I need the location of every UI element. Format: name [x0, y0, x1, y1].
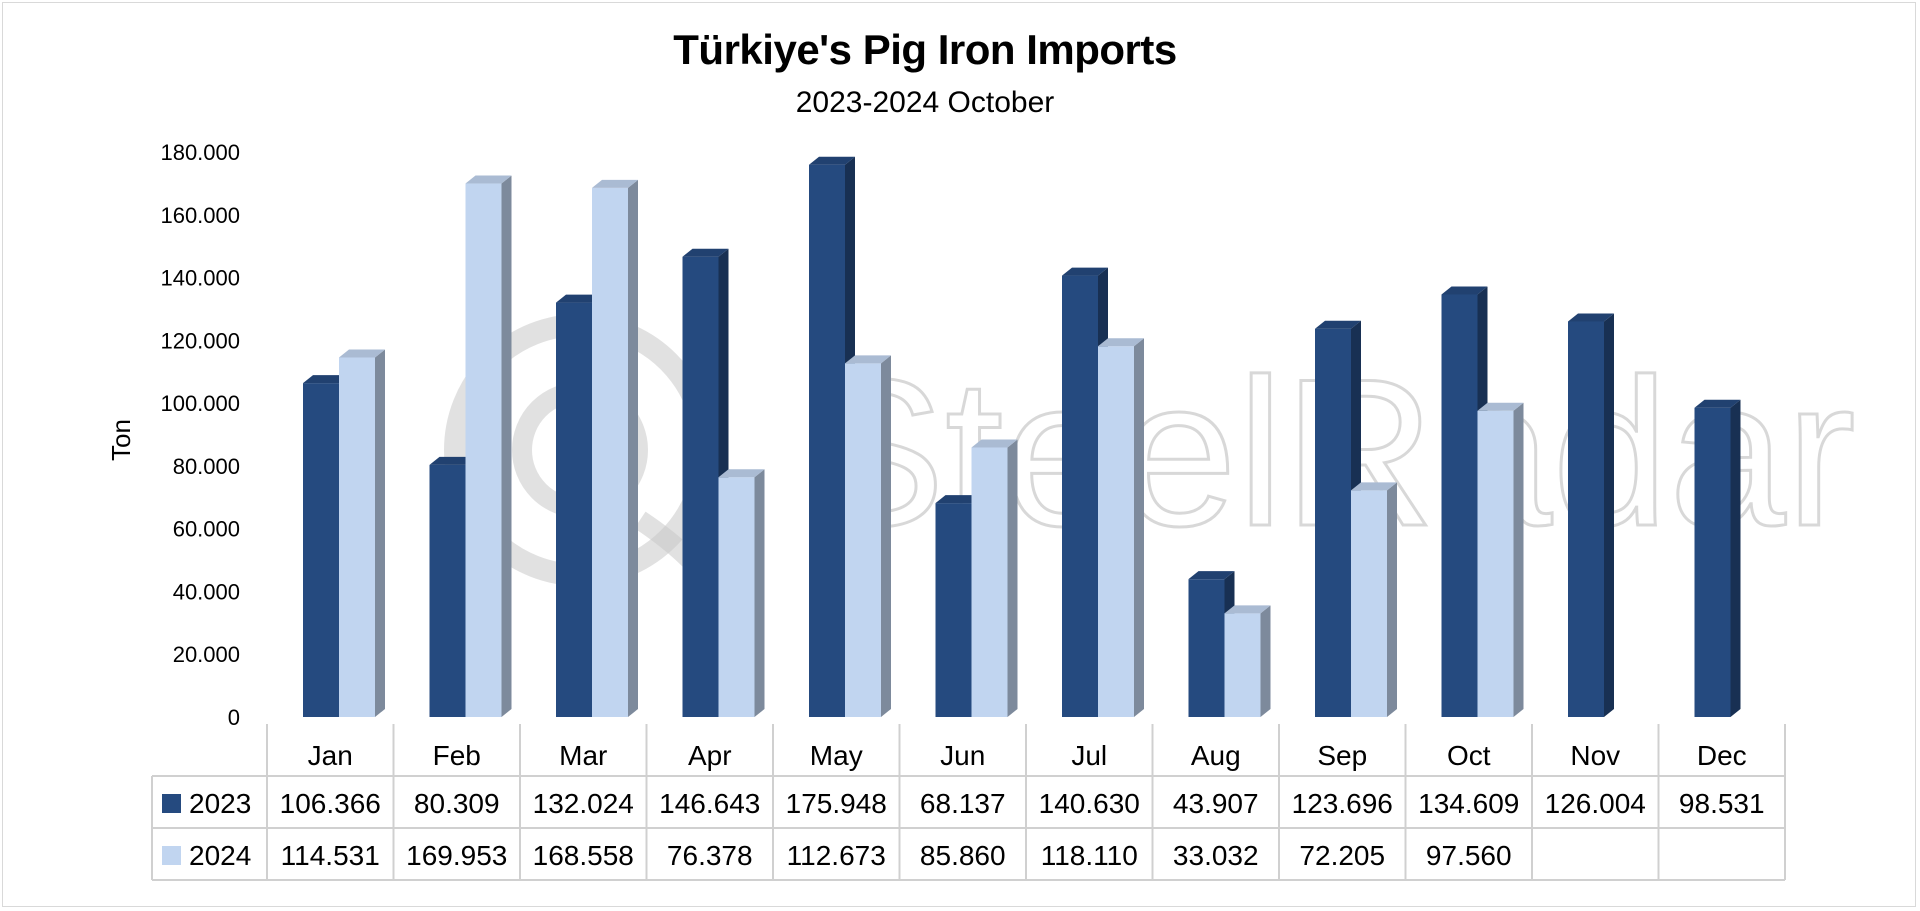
data-label-2023-nov: 126.004 [1545, 788, 1646, 819]
data-label-2024-jun: 85.860 [920, 840, 1006, 871]
watermark-logo: SteelRadar [444, 314, 1857, 605]
x-tick-label-aug: Aug [1191, 740, 1241, 771]
data-label-2023-dec: 98.531 [1679, 788, 1765, 819]
data-label-2024-jul: 118.110 [1041, 840, 1138, 871]
bar-2024-jul [1098, 338, 1144, 717]
x-tick-label-sep: Sep [1317, 740, 1367, 771]
x-tick-label-jun: Jun [940, 740, 985, 771]
x-tick-label-jul: Jul [1071, 740, 1107, 771]
bar-2024-feb [465, 175, 512, 717]
y-tick-label: 40.000 [173, 579, 240, 604]
data-label-2023-jul: 140.630 [1039, 788, 1140, 819]
y-tick-label: 80.000 [173, 454, 240, 479]
y-tick-label: 100.000 [160, 391, 240, 416]
data-label-2023-apr: 146.643 [659, 788, 760, 819]
bar-2024-jun [971, 439, 1018, 717]
data-label-2023-jun: 68.137 [920, 788, 1006, 819]
y-tick-label: 180.000 [160, 140, 240, 165]
data-label-2023-mar: 132.024 [533, 788, 634, 819]
legend-swatch-2023 [162, 794, 181, 813]
bar-2024-aug [1224, 605, 1271, 717]
bar-2024-sep [1351, 482, 1397, 717]
data-label-2023-aug: 43.907 [1173, 788, 1259, 819]
data-label-2024-sep: 72.205 [1299, 840, 1385, 871]
data-label-2024-apr: 76.378 [667, 840, 753, 871]
bar-2023-dec [1694, 399, 1741, 717]
y-tick-label: 20.000 [173, 642, 240, 667]
y-axis-label: Ton [106, 419, 136, 461]
data-label-2023-feb: 80.309 [414, 788, 500, 819]
data-label-2024-jan: 114.531 [281, 840, 380, 871]
y-axis: 0 20.000 40.000 60.000 80.000 100.000 120.000 1… [160, 140, 240, 730]
bar-2024-apr [718, 469, 765, 717]
chart-title: Türkiye's Pig Iron Imports [673, 26, 1177, 73]
legend-swatch-2024 [162, 846, 181, 865]
data-label-2024-feb: 169.953 [406, 840, 507, 871]
bars-layer [303, 156, 1741, 718]
x-tick-label-oct: Oct [1447, 740, 1491, 771]
y-tick-label: 160.000 [160, 203, 240, 228]
bar-2024-may [845, 355, 891, 717]
data-label-2024-oct: 97.560 [1426, 840, 1512, 871]
chart-subtitle: 2023-2024 October [795, 86, 1055, 119]
data-label-2024-may: 112.673 [787, 840, 886, 871]
bar-2024-oct [1477, 402, 1524, 717]
y-tick-label: 60.000 [173, 517, 240, 542]
y-tick-label: 120.000 [160, 328, 240, 353]
data-label-2023-oct: 134.609 [1418, 788, 1519, 819]
x-tick-label-may: May [810, 740, 863, 771]
x-tick-label-dec: Dec [1697, 740, 1747, 771]
bar-2023-oct [1441, 286, 1488, 717]
legend-label-2023: 2023 [189, 788, 251, 819]
y-tick-label: 140.000 [160, 266, 240, 291]
legend-label-2024: 2024 [189, 840, 251, 871]
y-tick-label: 0 [228, 705, 240, 730]
x-tick-label-feb: Feb [433, 740, 481, 771]
bar-2024-mar [592, 179, 638, 717]
x-tick-label-apr: Apr [688, 740, 732, 771]
data-table: Jan Feb Mar Apr May Jun Jul Aug Sep Oct Nov Dec 2023… [151, 724, 1786, 881]
data-label-2023-jan: 106.366 [280, 788, 381, 819]
x-tick-label-jan: Jan [308, 740, 353, 771]
data-label-2024-aug: 33.032 [1173, 840, 1259, 871]
data-label-2023-may: 175.948 [786, 788, 887, 819]
data-label-2023-sep: 123.696 [1292, 788, 1393, 819]
bar-2024-jan [339, 349, 385, 717]
x-tick-label-nov: Nov [1570, 740, 1620, 771]
data-label-2024-mar: 168.558 [533, 840, 634, 871]
x-tick-label-mar: Mar [559, 740, 607, 771]
bar-2023-nov [1568, 313, 1614, 717]
